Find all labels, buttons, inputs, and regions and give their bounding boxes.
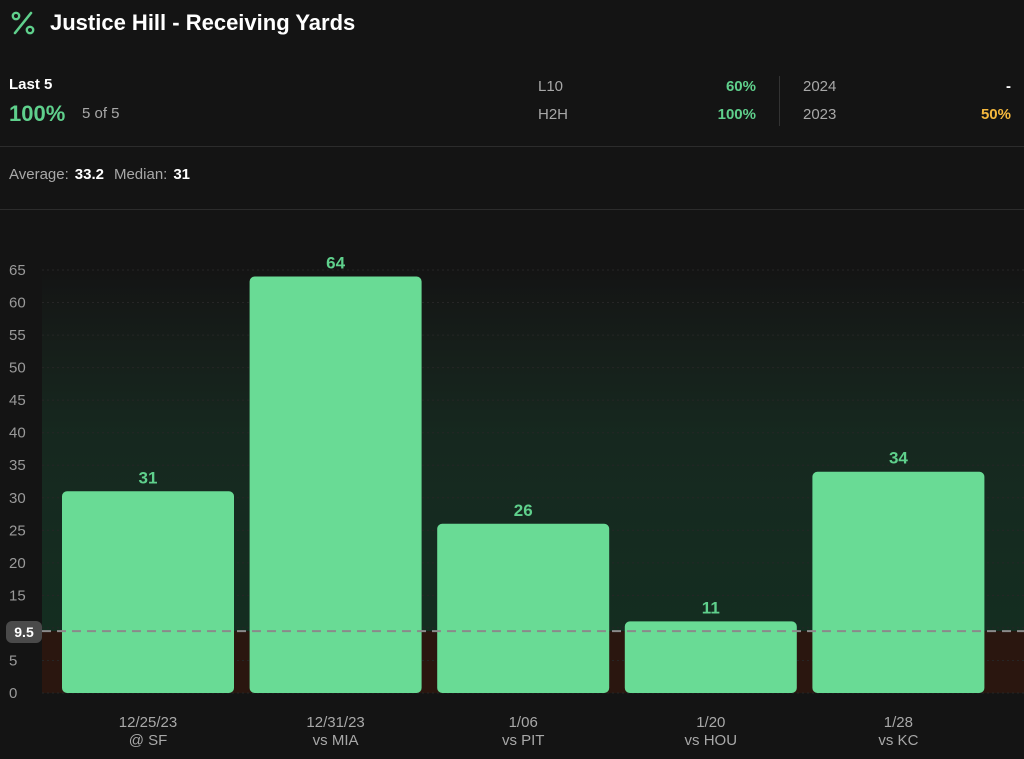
bar-value-label: 34 [889,449,908,468]
last5-count: 5 of 5 [82,105,120,122]
y-tick-label: 30 [9,490,26,507]
y-tick-label: 50 [9,360,26,377]
page-title: Justice Hill - Receiving Yards [50,10,356,35]
bar-value-label: 31 [139,468,158,487]
averages-row: Average: 33.2 Median: 31 [9,166,200,183]
last5-hit-rate: 100% [9,101,66,126]
bar[interactable] [437,523,610,693]
average-value: 33.2 [74,166,104,183]
stat-label-l10: L10 [538,78,564,95]
last5-label: Last 5 [9,76,53,93]
stat-label-2023: 2023 [803,106,837,123]
stat-label-h2h: H2H [538,106,569,123]
x-tick-date: 1/20 [696,714,725,731]
stat-value-2023: 50% [980,106,1011,123]
stat-value-h2h: 100% [717,106,756,123]
stat-label-2024: 2024 [803,78,837,95]
x-tick-opponent: vs PIT [502,732,545,749]
header: Justice Hill - Receiving Yards [0,0,1024,50]
stat-value-2024: - [1006,78,1011,95]
y-tick-label: 5 [9,652,17,669]
average-label: Average: [9,166,69,183]
x-tick-date: 12/25/23 [119,714,177,731]
median-label: Median: [113,166,168,183]
y-tick-label: 0 [9,685,17,702]
summary-panel: Last 5 100% 5 of 5 L10 60% H2H 100% 2024… [0,70,1024,146]
y-tick-label: 35 [9,457,26,474]
y-tick-label: 55 [9,327,26,344]
median-value: 31 [173,166,191,183]
x-tick-date: 1/28 [884,714,913,731]
bar[interactable] [812,471,985,693]
x-tick-opponent: @ SF [129,732,168,749]
bar[interactable] [624,621,797,693]
y-tick-label: 20 [9,555,26,572]
x-tick-opponent: vs HOU [685,732,738,749]
bar[interactable] [249,276,422,693]
y-tick-label: 40 [9,425,26,442]
x-tick-date: 1/06 [509,714,538,731]
divider [0,146,1024,147]
y-tick-label: 60 [9,295,26,312]
x-tick-opponent: vs MIA [313,732,359,749]
x-tick-opponent: vs KC [878,732,918,749]
bar-value-label: 26 [514,501,533,520]
x-tick-date: 12/31/23 [306,714,364,731]
threshold-badge: 9.5 [6,621,42,643]
stat-value-l10: 60% [725,78,756,95]
divider [0,209,1024,210]
y-tick-label: 45 [9,392,26,409]
stats-divider [779,76,780,126]
y-tick-label: 65 [9,262,26,279]
y-tick-label: 25 [9,522,26,539]
y-tick-label: 15 [9,587,26,604]
bar-value-label: 11 [702,598,720,617]
bar[interactable] [62,491,234,693]
bar-value-label: 64 [326,254,345,273]
percent-icon [11,11,35,35]
